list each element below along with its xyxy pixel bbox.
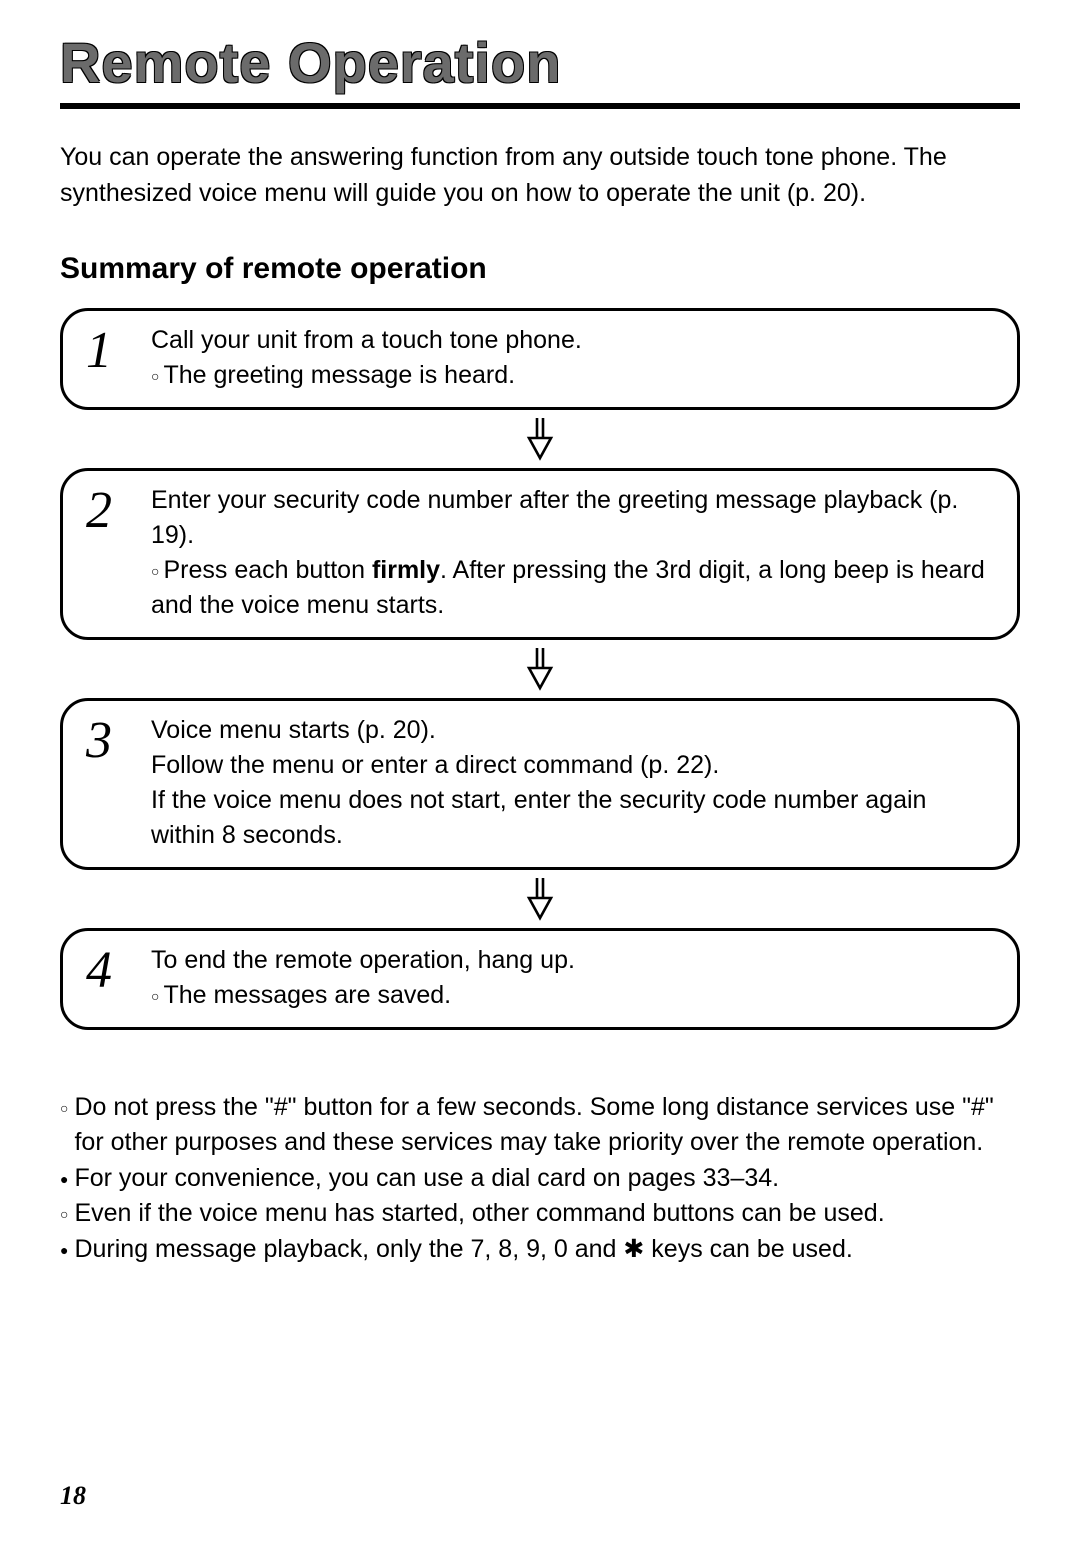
- step-line-bold: firmly: [372, 556, 440, 584]
- section-subhead: Summary of remote operation: [60, 252, 1020, 286]
- note-text: Do not press the "#" button for a few se…: [74, 1090, 1020, 1161]
- step-line: Press each button firmly. After pressing…: [151, 553, 993, 623]
- flow-arrow: [60, 646, 1020, 692]
- title-rule: [60, 103, 1020, 109]
- step-body: To end the remote operation, hang up. Th…: [151, 943, 993, 1013]
- note-item: ● During message playback, only the 7, 8…: [60, 1232, 1020, 1268]
- step-body: Voice menu starts (p. 20). Follow the me…: [151, 713, 993, 853]
- note-item: ● For your convenience, you can use a di…: [60, 1161, 1020, 1197]
- bullet-icon: ○: [60, 1090, 68, 1121]
- note-text: For your convenience, you can use a dial…: [74, 1161, 1020, 1197]
- step-line: Voice menu starts (p. 20).: [151, 713, 993, 748]
- bullet-icon: ●: [60, 1232, 68, 1263]
- step-line: Enter your security code number after th…: [151, 483, 993, 553]
- page-number: 18: [60, 1481, 86, 1511]
- page-title: Remote Operation: [60, 30, 1020, 95]
- notes-section: ○ Do not press the "#" button for a few …: [60, 1090, 1020, 1268]
- arrow-down-icon: [525, 416, 555, 462]
- step-line-pre: Press each button: [163, 556, 371, 584]
- intro-paragraph: You can operate the answering function f…: [60, 139, 1020, 212]
- bullet-icon: ○: [60, 1196, 68, 1227]
- step-line: The greeting message is heard.: [151, 358, 993, 393]
- arrow-down-icon: [525, 876, 555, 922]
- bullet-icon: ●: [60, 1161, 68, 1192]
- note-text: During message playback, only the 7, 8, …: [74, 1232, 1020, 1268]
- step-number: 1: [77, 323, 121, 377]
- flow-arrow: [60, 876, 1020, 922]
- step-box-2: 2 Enter your security code number after …: [60, 468, 1020, 640]
- arrow-down-icon: [525, 646, 555, 692]
- manual-page: Remote Operation You can operate the ans…: [0, 0, 1080, 1547]
- step-line: If the voice menu does not start, enter …: [151, 783, 993, 853]
- note-item: ○ Do not press the "#" button for a few …: [60, 1090, 1020, 1161]
- note-item: ○ Even if the voice menu has started, ot…: [60, 1196, 1020, 1232]
- flow-arrow: [60, 416, 1020, 462]
- step-box-3: 3 Voice menu starts (p. 20). Follow the …: [60, 698, 1020, 870]
- step-number: 2: [77, 483, 121, 537]
- step-number: 4: [77, 943, 121, 997]
- note-text: Even if the voice menu has started, othe…: [74, 1196, 1020, 1232]
- step-line: Call your unit from a touch tone phone.: [151, 323, 993, 358]
- step-box-1: 1 Call your unit from a touch tone phone…: [60, 308, 1020, 410]
- step-number: 3: [77, 713, 121, 767]
- step-body: Call your unit from a touch tone phone. …: [151, 323, 993, 393]
- step-line: The messages are saved.: [151, 978, 993, 1013]
- step-line: Follow the menu or enter a direct comman…: [151, 748, 993, 783]
- step-body: Enter your security code number after th…: [151, 483, 993, 623]
- step-line: To end the remote operation, hang up.: [151, 943, 993, 978]
- step-box-4: 4 To end the remote operation, hang up. …: [60, 928, 1020, 1030]
